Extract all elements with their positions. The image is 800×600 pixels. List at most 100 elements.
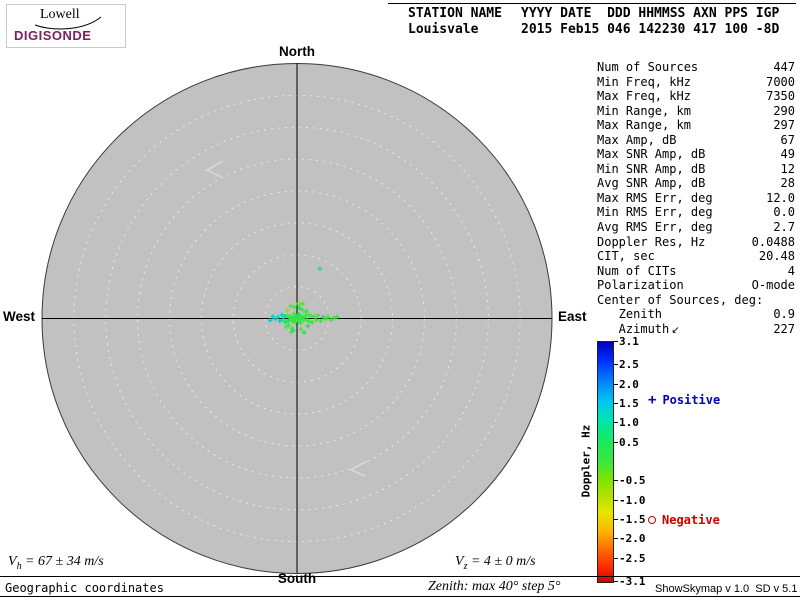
source-point (294, 318, 299, 323)
source-point (298, 320, 303, 326)
source-point (301, 330, 307, 335)
source-point (292, 304, 297, 310)
coordinate-system-label: Geographic coordinates (5, 581, 164, 595)
stat-row: Polarization O-mode (597, 278, 795, 293)
source-point (288, 303, 293, 308)
source-point (277, 318, 282, 324)
stat-value: 297 (773, 118, 795, 133)
stat-label: Min RMS Err, deg (597, 205, 713, 220)
source-point (308, 313, 314, 319)
compass-east-label: East (558, 309, 587, 324)
colorbar-tick (614, 480, 618, 482)
stat-row: Doppler Res, Hz 0.0488 (597, 235, 795, 250)
stat-value: 12 (780, 161, 795, 176)
source-point (279, 312, 284, 317)
colorbar-tick (614, 538, 618, 540)
source-point (296, 301, 302, 306)
colorbar-tick-label: 2.5 (619, 358, 639, 372)
zenith-scale-note: Zenith: max 40° step 5° (428, 579, 561, 594)
circle-marker-icon (648, 516, 656, 524)
stat-label: Doppler Res, Hz (597, 234, 706, 249)
source-point (331, 315, 337, 321)
colorbar-tick-label: 1.5 (619, 396, 639, 410)
stat-value: 447 (773, 60, 795, 74)
stat-row: Min RMS Err, deg 0.0 (597, 205, 795, 220)
stat-value: O-mode (751, 278, 795, 293)
positive-doppler-legend: + Positive (648, 393, 720, 407)
stat-value: 67 (780, 132, 795, 147)
datetime-header: YYYY DATE DDD HHMMSS AXN PPS IGP (521, 6, 780, 21)
doppler-colorbar (597, 341, 614, 583)
compass-west-label: West (3, 309, 36, 324)
station-name-value: Louisvale (408, 22, 479, 37)
vz-subscript: z (463, 560, 468, 572)
colorbar-tick-label: -1.5 (619, 513, 646, 527)
source-point (289, 329, 294, 335)
measurement-stats-panel: Num of Sources 447 Min Freq, kHz 7000 Max Fr… (597, 60, 795, 336)
colorbar-tick-label: 0.5 (619, 435, 639, 449)
colorbar-tick (614, 581, 618, 582)
source-point (323, 316, 328, 322)
stat-value: 290 (773, 103, 795, 118)
lowell-digisonde-logo: Lowell DIGISONDE (6, 4, 126, 48)
stat-row: Max Freq, kHz 7350 (597, 89, 795, 104)
source-point (313, 317, 319, 322)
source-point (287, 314, 292, 319)
compass-south-label: South (277, 571, 317, 586)
compass-north-label: North (279, 44, 315, 59)
stat-row: Min SNR Amp, dB 12 (597, 162, 795, 177)
source-point (297, 312, 302, 317)
source-point (317, 266, 323, 271)
datetime-values: 2015 Feb15 046 142230 417 100 -8D (521, 22, 780, 37)
source-point (268, 318, 273, 323)
stat-label: Max Range, km (597, 118, 691, 133)
colorbar-tick (614, 383, 618, 385)
colorbar-tick (614, 499, 618, 501)
colorbar-tick-label: -2.0 (619, 532, 646, 546)
source-point (291, 311, 296, 316)
source-point (318, 318, 323, 324)
positive-legend-label: Positive (662, 393, 721, 407)
colorbar-tick-label: 2.0 (619, 377, 639, 391)
colorbar-tick-label: -0.5 (619, 474, 646, 488)
source-point (305, 323, 310, 329)
stat-row: Max Range, km 297 (597, 118, 795, 133)
stat-value: 227 (773, 321, 795, 336)
source-point (283, 320, 288, 325)
source-point (280, 317, 286, 322)
window-bottom-border (0, 596, 800, 597)
stat-row: Zenith 0.9 (597, 307, 795, 322)
source-point (273, 316, 278, 322)
stat-value: 4 (787, 263, 795, 278)
colorbar-tick (614, 364, 618, 366)
vertical-velocity-readout: Vz = 4 ± 0 m/s (455, 554, 536, 572)
stat-label: Min Freq, kHz (597, 74, 691, 89)
footer-rule (0, 576, 800, 577)
source-point (289, 325, 295, 331)
stat-row: CIT, sec 20.48 (597, 249, 795, 264)
source-point (310, 320, 315, 325)
stat-value: 0.0 (773, 205, 795, 220)
source-point (300, 301, 305, 306)
stat-label: Center of Sources, deg: (597, 292, 764, 307)
source-point (275, 315, 281, 320)
colorbar-tick-label: 1.0 (619, 416, 639, 430)
vz-symbol: V (455, 554, 464, 569)
source-point (297, 306, 302, 311)
stat-label: Polarization (597, 278, 684, 293)
stat-value: 2.7 (773, 220, 795, 235)
stat-row: Num of Sources 447 (597, 60, 795, 75)
vh-subscript: h (16, 560, 22, 572)
colorbar-axis-title: Doppler, Hz (579, 424, 593, 498)
source-point (299, 307, 305, 312)
stat-value: 28 (780, 176, 795, 191)
stat-label: Azimuth ↙ (597, 321, 680, 336)
stat-label: Avg RMS Err, deg (597, 220, 713, 235)
source-point (320, 315, 326, 320)
logo-swoosh-icon (34, 16, 102, 30)
stat-value: 0.0488 (751, 234, 795, 249)
source-point (285, 318, 291, 324)
colorbar-tick (614, 441, 618, 443)
stat-row: Num of CITs 4 (597, 264, 795, 279)
source-point (304, 308, 309, 314)
